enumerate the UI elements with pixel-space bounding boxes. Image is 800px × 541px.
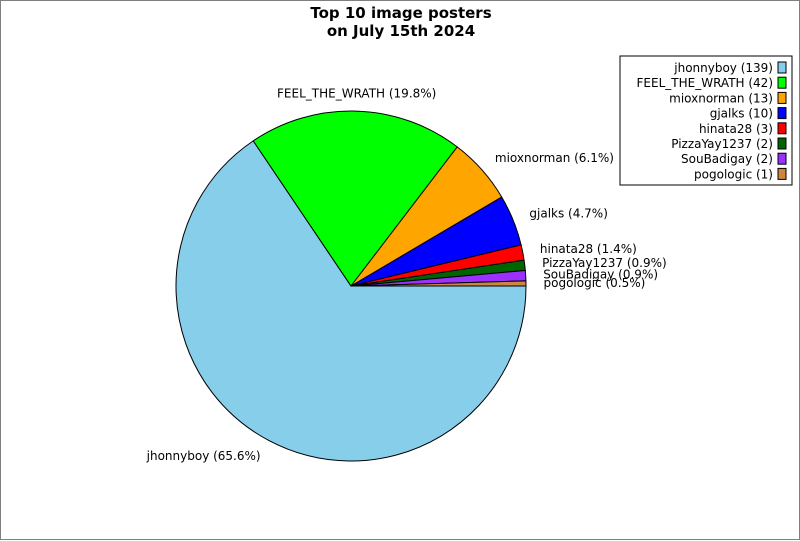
legend-swatch-feel_the_wrath bbox=[777, 76, 787, 89]
pie-label-feel_the_wrath: FEEL_THE_WRATH (19.8%) bbox=[277, 87, 436, 101]
legend-swatch-mioxnorman bbox=[777, 91, 787, 104]
pie-label-hinata28: hinata28 (1.4%) bbox=[540, 242, 637, 256]
pie-labels: jhonnyboy (65.6%) FEEL_THE_WRATH (19.8%) m… bbox=[146, 87, 667, 463]
pie-label-mioxnorman: mioxnorman (6.1%) bbox=[495, 151, 614, 165]
legend-label-jhonnyboy: jhonnyboy (139) bbox=[673, 61, 773, 75]
legend-label-pogologic: pogologic (1) bbox=[694, 167, 773, 181]
pie-slice-pogologic bbox=[350, 280, 527, 287]
pie-slice-jhonnyboy bbox=[175, 140, 527, 462]
pie-slice-feel_the_wrath bbox=[252, 110, 458, 287]
legend-swatch-jhonnyboy bbox=[777, 61, 787, 74]
legend-swatch-soubadigay bbox=[777, 152, 787, 165]
legend-label-hinata28: hinata28 (3) bbox=[699, 122, 773, 136]
legend-swatch-gjalks bbox=[777, 107, 787, 120]
legend-label-feel_the_wrath: FEEL_THE_WRATH (42) bbox=[637, 76, 773, 90]
legend-box bbox=[619, 55, 793, 186]
legend-swatch-pizzayay1237 bbox=[777, 137, 787, 150]
pie-label-soubadigay: SouBadigay (0.9%) bbox=[543, 268, 658, 282]
pie-label-pogologic: pogologic (0.5%) bbox=[544, 276, 646, 290]
pie-label-jhonnyboy: jhonnyboy (65.6%) bbox=[146, 449, 261, 463]
legend-label-pizzayay1237: PizzaYay1237 (2) bbox=[671, 137, 773, 151]
chart-title-line-2: on July 15th 2024 bbox=[327, 22, 475, 40]
legend-label-gjalks: gjalks (10) bbox=[710, 107, 773, 121]
legend-swatch-pogologic bbox=[777, 167, 787, 180]
legend-label-soubadigay: SouBadigay (2) bbox=[681, 152, 773, 166]
pie-slices bbox=[175, 110, 527, 462]
legend: jhonnyboy (139)FEEL_THE_WRATH (42)mioxno… bbox=[619, 55, 793, 186]
legend-label-mioxnorman: mioxnorman (13) bbox=[669, 91, 773, 105]
pie-label-pizzayay1237: PizzaYay1237 (0.9%) bbox=[542, 256, 667, 270]
chart-title-line-1: Top 10 image posters bbox=[310, 4, 491, 22]
pie-label-gjalks: gjalks (4.7%) bbox=[529, 207, 608, 221]
legend-swatch-hinata28 bbox=[777, 122, 787, 135]
